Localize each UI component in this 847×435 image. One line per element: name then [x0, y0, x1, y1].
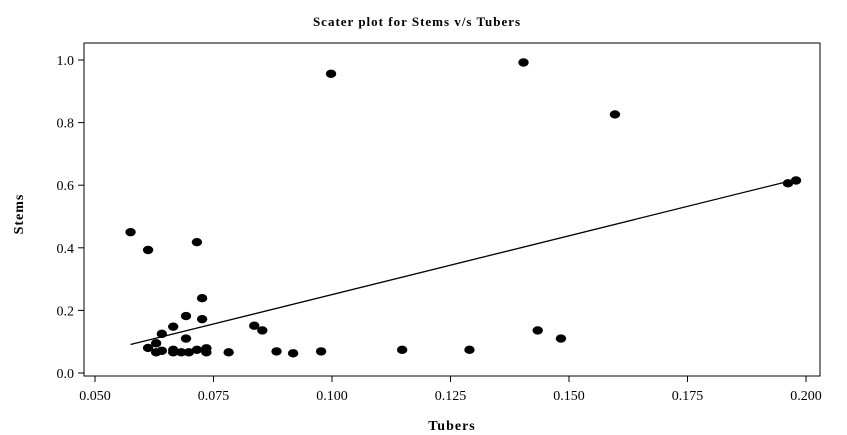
y-tick-label: 0.2 [57, 304, 75, 319]
y-tick-label: 0.8 [57, 117, 75, 132]
data-point [142, 343, 154, 353]
data-point [168, 322, 179, 331]
data-point [191, 237, 203, 247]
data-point [196, 314, 208, 324]
data-point [180, 334, 192, 343]
data-point [196, 293, 208, 303]
data-points [125, 58, 802, 358]
data-point [271, 347, 282, 356]
y-axis: 0.0 0.2 0.4 0.6 0.8 1.0 [57, 54, 84, 382]
x-tick-label: 0.050 [79, 389, 111, 404]
data-point [223, 348, 234, 357]
data-point [183, 348, 195, 357]
plot-frame [83, 42, 821, 377]
data-point [142, 245, 154, 255]
x-tick-label: 0.150 [553, 389, 585, 404]
y-tick-label: 0.0 [57, 367, 75, 382]
data-point [315, 347, 327, 356]
data-point [782, 179, 794, 188]
data-point [150, 339, 162, 348]
data-point [287, 349, 299, 358]
trend-line [130, 180, 789, 346]
data-point [396, 345, 408, 355]
data-point [125, 227, 136, 237]
data-point [532, 326, 543, 335]
x-tick-label: 0.100 [316, 389, 348, 404]
data-point [201, 348, 212, 357]
data-point [180, 311, 192, 321]
data-point [464, 345, 475, 355]
data-point [249, 321, 260, 330]
data-point [257, 326, 268, 335]
data-point [790, 176, 802, 185]
y-axis-label: Stems [12, 194, 27, 235]
data-point [176, 348, 187, 357]
data-point [555, 334, 567, 343]
data-point [325, 69, 337, 78]
y-tick-label: 0.4 [57, 242, 75, 257]
x-tick-label: 0.125 [435, 389, 467, 404]
x-tick-label: 0.075 [198, 389, 230, 404]
data-point [156, 329, 168, 339]
data-point [156, 346, 168, 355]
x-tick-label: 0.200 [790, 389, 822, 404]
data-point [191, 345, 203, 355]
y-tick-label: 0.6 [57, 179, 75, 194]
data-point [518, 58, 529, 67]
data-point [609, 110, 621, 119]
x-axis-label: Tubers [428, 419, 476, 434]
y-tick-label: 1.0 [57, 54, 75, 69]
x-tick-label: 0.175 [672, 389, 704, 404]
x-axis: 0.050 0.075 0.100 0.125 0.150 0.175 0.200 [79, 376, 822, 404]
chart-title: Scater plot for Stems v/s Tubers [313, 14, 521, 29]
data-point [168, 348, 179, 357]
